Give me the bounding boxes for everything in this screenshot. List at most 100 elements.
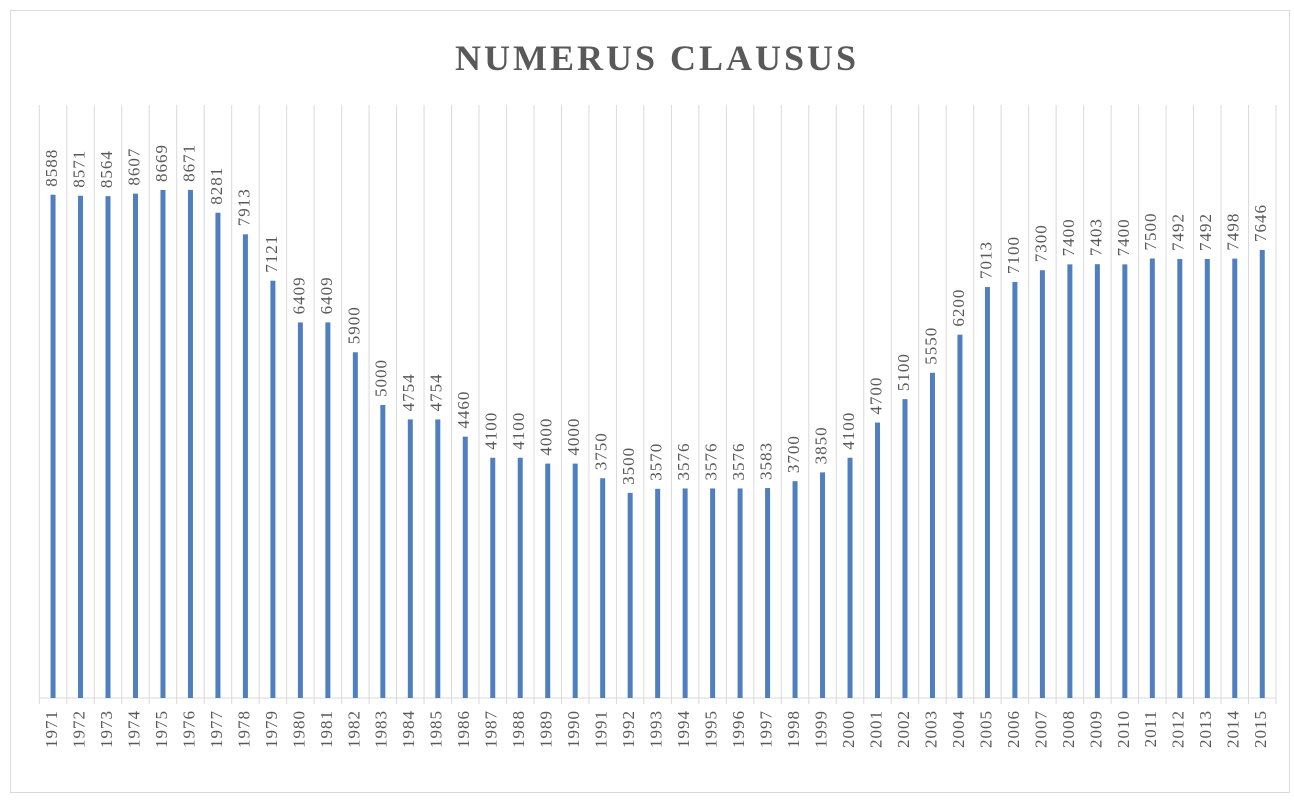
data-label: 8671 — [179, 144, 198, 182]
x-tick-label: 2009 — [1086, 710, 1105, 748]
data-label: 4000 — [537, 418, 556, 456]
bar — [545, 463, 551, 698]
x-tick-label: 1989 — [537, 710, 556, 748]
bar — [1012, 281, 1018, 698]
data-label: 6409 — [317, 276, 336, 314]
data-label: 4100 — [482, 412, 501, 450]
data-label: 3576 — [702, 442, 721, 480]
bar — [242, 234, 248, 698]
x-tick-label: 2008 — [1059, 710, 1078, 748]
data-label: 5900 — [344, 306, 363, 344]
data-label: 7400 — [1059, 218, 1078, 256]
bar — [132, 193, 138, 698]
data-label: 3576 — [729, 442, 748, 480]
data-label: 4000 — [564, 418, 583, 456]
x-tick-label: 2006 — [1004, 710, 1023, 748]
bar — [957, 334, 963, 698]
x-tick-label: 2011 — [1141, 710, 1160, 747]
data-label: 8571 — [69, 150, 88, 188]
x-tick-label: 2000 — [839, 710, 858, 748]
bar — [792, 481, 798, 698]
bar — [600, 478, 606, 698]
bar — [1204, 258, 1210, 698]
data-label: 6200 — [949, 289, 968, 327]
data-label: 7400 — [1114, 218, 1133, 256]
data-label: 7492 — [1196, 213, 1215, 251]
data-label: 7498 — [1224, 213, 1243, 251]
x-tick-label: 1971 — [42, 710, 61, 748]
data-label: 7913 — [234, 188, 253, 226]
bar — [710, 488, 716, 698]
bar — [160, 189, 166, 699]
x-tick-label: 1975 — [152, 710, 171, 748]
data-label: 4100 — [509, 412, 528, 450]
bar — [490, 457, 496, 698]
data-label: 5550 — [921, 327, 940, 365]
bar — [737, 488, 743, 698]
x-tick-label: 1987 — [482, 710, 501, 748]
bar — [325, 322, 331, 698]
data-label: 7492 — [1169, 213, 1188, 251]
x-tick-label: 2004 — [949, 710, 968, 748]
bar — [655, 488, 661, 698]
x-tick-label: 2010 — [1114, 710, 1133, 748]
bar — [380, 405, 386, 698]
bar — [297, 322, 303, 698]
x-tick-label: 2007 — [1031, 710, 1050, 748]
x-tick-label: 1980 — [289, 710, 308, 748]
data-label: 3570 — [647, 443, 666, 481]
bar — [1232, 258, 1238, 698]
bar — [627, 492, 633, 698]
bar — [765, 488, 771, 698]
x-tick-label: 2002 — [894, 710, 913, 748]
x-tick-label: 1973 — [97, 710, 116, 748]
x-tick-label: 1996 — [729, 710, 748, 748]
data-label: 8669 — [152, 144, 171, 182]
data-label: 7500 — [1141, 213, 1160, 251]
data-label: 7121 — [262, 235, 281, 273]
x-tick-label: 1997 — [756, 710, 775, 748]
data-label: 4100 — [839, 412, 858, 450]
bar — [1259, 249, 1265, 698]
bar — [984, 287, 990, 698]
data-label: 5000 — [372, 359, 391, 397]
bar — [270, 280, 276, 698]
data-label: 3500 — [619, 447, 638, 485]
x-tick-label: 1976 — [179, 710, 198, 748]
data-label: 4754 — [399, 373, 418, 411]
data-label: 8607 — [124, 148, 143, 186]
x-tick-label: 1978 — [234, 710, 253, 748]
x-tick-label: 2015 — [1251, 710, 1270, 748]
data-label: 5100 — [894, 353, 913, 391]
bar — [352, 352, 358, 698]
data-label: 4700 — [866, 377, 885, 415]
bar — [929, 372, 935, 698]
bar — [105, 196, 111, 698]
x-tick-label: 2003 — [921, 710, 940, 748]
bar — [462, 436, 468, 698]
x-tick-label: 1982 — [344, 710, 363, 748]
bar — [187, 189, 193, 698]
bar — [1122, 264, 1128, 698]
data-label: 3576 — [674, 442, 693, 480]
chart-border — [10, 10, 1290, 793]
x-tick-label: 1986 — [454, 710, 473, 748]
bar — [572, 463, 578, 698]
data-label: 3583 — [756, 442, 775, 480]
x-tick-label: 1984 — [399, 710, 418, 748]
x-tick-label: 1974 — [124, 710, 143, 748]
data-label: 6409 — [289, 276, 308, 314]
data-label: 7100 — [1004, 236, 1023, 274]
bar — [50, 194, 56, 698]
bar — [78, 195, 84, 699]
bar — [407, 419, 413, 698]
data-label: 7646 — [1251, 204, 1270, 242]
x-tick-label: 1998 — [784, 710, 803, 748]
bar — [215, 212, 221, 698]
data-label: 3850 — [811, 426, 830, 464]
x-tick-label: 1983 — [372, 710, 391, 748]
x-tick-label: 2001 — [866, 710, 885, 748]
data-label: 8281 — [207, 167, 226, 205]
x-tick-label: 1999 — [811, 710, 830, 748]
